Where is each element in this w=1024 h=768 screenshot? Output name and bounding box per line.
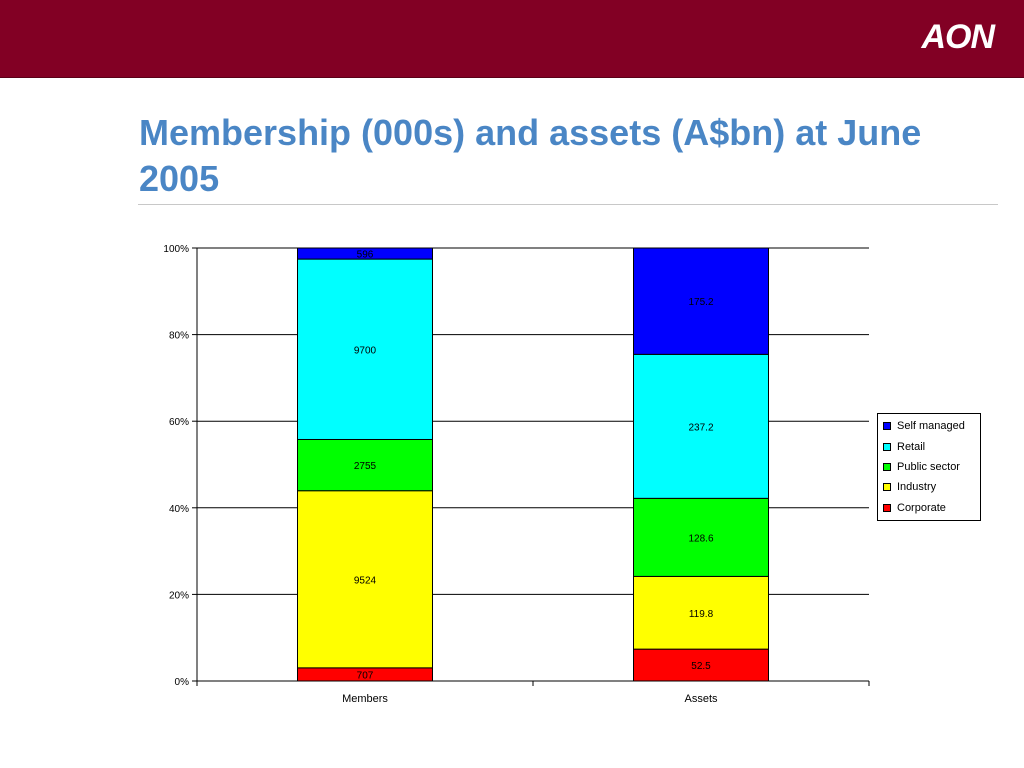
legend-swatch xyxy=(883,442,891,451)
legend-item: Self managed xyxy=(878,416,980,436)
y-tick-label: 20% xyxy=(169,590,189,601)
y-tick-label: 40% xyxy=(169,504,189,515)
y-tick-label: 100% xyxy=(163,244,189,255)
data-label: 128.6 xyxy=(688,533,713,544)
data-label: 2755 xyxy=(354,461,377,472)
y-tick-label: 0% xyxy=(175,677,190,688)
legend-item: Retail xyxy=(878,436,980,456)
x-category-label: Members xyxy=(342,693,388,705)
bar-segment-assets-public-sector xyxy=(633,497,769,577)
legend-item: Corporate xyxy=(878,498,980,518)
legend-item: Industry xyxy=(878,477,980,497)
legend-label: Industry xyxy=(897,481,937,494)
data-label: 707 xyxy=(357,670,374,681)
bar-segment-assets-self-managed xyxy=(633,247,769,355)
data-label: 596 xyxy=(357,250,374,261)
data-label: 175.2 xyxy=(688,297,713,308)
legend-swatch xyxy=(883,503,891,512)
bar-segment-assets-industry xyxy=(633,575,769,650)
header-bar: AON xyxy=(0,0,1024,78)
bar-segment-members-self-managed xyxy=(297,247,433,260)
x-category-label: Assets xyxy=(684,693,718,705)
data-label: 119.8 xyxy=(689,609,714,620)
legend-label: Public sector xyxy=(897,460,960,473)
legend-label: Retail xyxy=(897,440,926,453)
title-divider xyxy=(138,204,998,205)
data-label: 9524 xyxy=(354,575,377,586)
aon-logo: AON xyxy=(921,18,995,56)
bar-segment-members-industry xyxy=(297,490,433,669)
legend-swatch xyxy=(883,422,891,431)
legend-swatch xyxy=(883,483,891,492)
legend-item: Public sector xyxy=(878,457,980,477)
legend-swatch xyxy=(883,462,891,471)
data-label: 52.5 xyxy=(691,661,711,672)
bar-segment-assets-retail xyxy=(633,353,769,499)
bar-segment-assets-corporate xyxy=(633,648,769,682)
bar-segment-members-retail xyxy=(297,258,433,440)
data-label: 9700 xyxy=(354,345,377,356)
data-label: 237.2 xyxy=(688,422,713,433)
slide-title: Membership (000s) and assets (A$bn) at J… xyxy=(139,112,922,199)
y-tick-label: 60% xyxy=(169,417,189,428)
y-tick-label: 80% xyxy=(169,331,189,342)
chart-legend: Self managed Retail Public sector Industry C… xyxy=(877,413,981,521)
legend-label: Self managed xyxy=(897,420,965,433)
legend-label: Corporate xyxy=(897,501,946,514)
